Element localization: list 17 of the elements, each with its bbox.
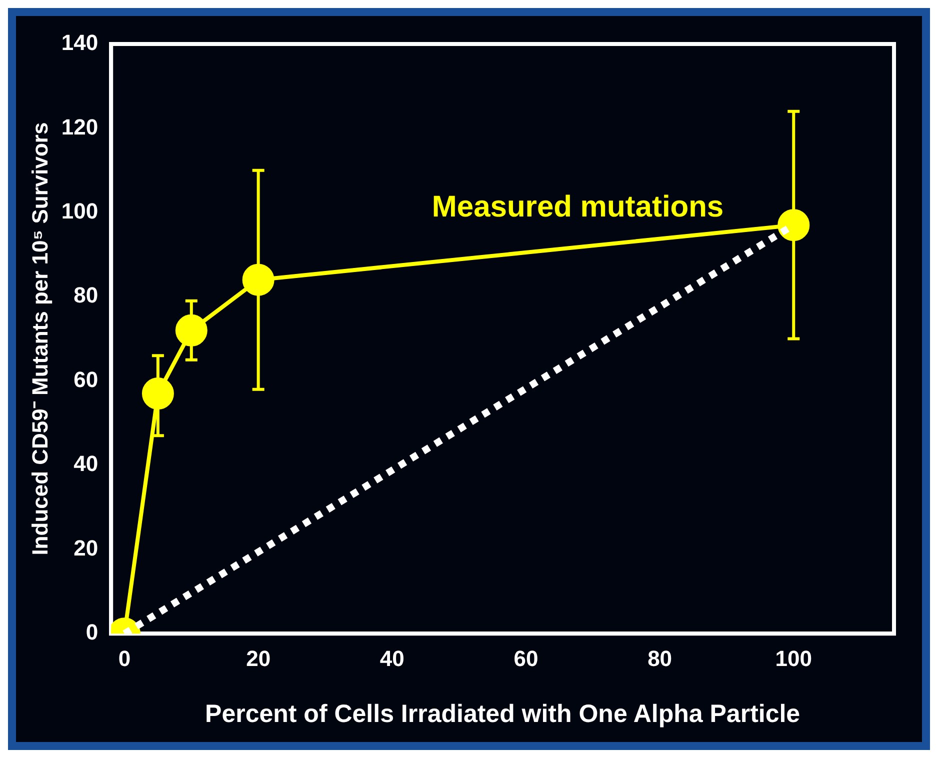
y-tick-label: 20 [74, 535, 98, 560]
y-tick-label: 120 [61, 114, 98, 140]
series-label: Measured mutations [432, 190, 724, 224]
y-tick-label: 40 [74, 451, 98, 476]
x-tick-label: 80 [648, 646, 672, 671]
y-tick-label: 60 [74, 366, 98, 392]
y-tick-label: 80 [74, 282, 98, 308]
x-tick-label: 0 [118, 646, 131, 671]
x-axis-title: Percent of Cells Irradiated with One Alpha Particle [205, 700, 800, 728]
x-tick-label: 60 [514, 646, 538, 671]
y-tick-label: 100 [61, 198, 98, 224]
y-tick-label: 140 [61, 30, 98, 56]
y-tick-label: 0 [86, 620, 98, 645]
x-tick-label: 40 [380, 646, 404, 671]
x-tick-label: 20 [246, 646, 271, 671]
y-axis-title: Induced CD59⁻ Mutants per 10⁵ Survivors [27, 122, 52, 556]
x-tick-label: 100 [775, 646, 812, 671]
